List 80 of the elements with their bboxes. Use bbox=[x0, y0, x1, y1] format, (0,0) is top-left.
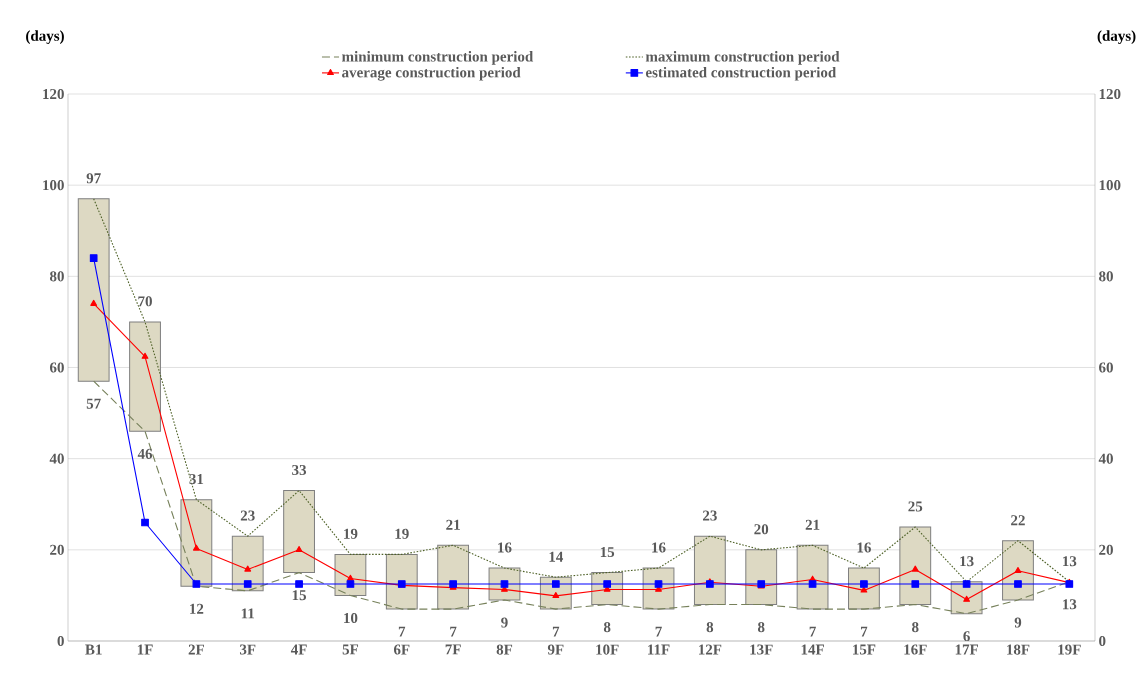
data-label: 13 bbox=[1063, 556, 1077, 567]
data-label: 20 bbox=[754, 524, 769, 535]
x-tick-label: 13F bbox=[750, 644, 773, 655]
y-tick-label: 100 bbox=[43, 180, 64, 191]
y2-tick-label: 120 bbox=[1099, 88, 1121, 100]
data-label: 16 bbox=[498, 542, 512, 553]
data-label: 13 bbox=[1063, 599, 1077, 610]
data-label: 8 bbox=[912, 622, 919, 633]
y-tick-label: 60 bbox=[49, 362, 64, 373]
x-tick-label: 8F bbox=[496, 644, 513, 655]
x-tick-label: 2F bbox=[188, 644, 204, 655]
data-label: 9 bbox=[1014, 617, 1022, 628]
y2-axis-title: (days) bbox=[1097, 30, 1136, 44]
data-label: 7 bbox=[398, 626, 406, 637]
x-tick-label: 7F bbox=[445, 644, 461, 655]
data-label: 15 bbox=[600, 547, 615, 558]
legend-label: minimum construction period bbox=[341, 51, 534, 65]
data-label: 16 bbox=[652, 542, 666, 553]
data-label: 16 bbox=[857, 542, 871, 553]
data-label: 22 bbox=[1011, 515, 1025, 526]
y2-tick-label: 80 bbox=[1099, 271, 1113, 282]
x-tick-label: 5F bbox=[342, 644, 359, 655]
y2-tick-label: 60 bbox=[1099, 362, 1113, 373]
data-label: 11 bbox=[241, 608, 255, 619]
x-tick-label: 3F bbox=[239, 644, 256, 655]
y2-tick-label: 100 bbox=[1099, 180, 1121, 191]
data-label: 7 bbox=[861, 626, 868, 637]
data-label: 7 bbox=[552, 626, 560, 637]
x-tick-label: 6F bbox=[393, 644, 410, 655]
data-label: 46 bbox=[137, 448, 153, 459]
x-tick-label: 19F bbox=[1058, 644, 1081, 655]
data-label: 21 bbox=[805, 519, 820, 530]
y2-tick-label: 20 bbox=[1099, 544, 1113, 555]
data-label: 9 bbox=[501, 617, 508, 628]
x-tick-label: 14F bbox=[801, 644, 824, 655]
y-tick-label: 20 bbox=[50, 544, 64, 555]
data-label: 31 bbox=[189, 474, 204, 485]
x-tick-label: B1 bbox=[85, 644, 102, 655]
data-label: 23 bbox=[703, 510, 717, 521]
data-label: 25 bbox=[908, 501, 923, 512]
data-label: 12 bbox=[190, 603, 204, 614]
y2-tick-label: 0 bbox=[1099, 635, 1106, 647]
y-axis-title: (days) bbox=[26, 30, 64, 44]
data-label: 10 bbox=[344, 612, 358, 624]
data-label: 14 bbox=[549, 551, 564, 562]
data-label: 8 bbox=[706, 622, 714, 633]
data-label: 7 bbox=[450, 626, 457, 637]
x-tick-label: 11F bbox=[648, 644, 670, 655]
x-tick-label: 12F bbox=[699, 644, 722, 655]
y2-tick-label: 40 bbox=[1098, 453, 1113, 464]
legend-label: maximum construction period bbox=[645, 51, 840, 65]
y-tick-label: 120 bbox=[43, 88, 64, 100]
data-label: 8 bbox=[603, 622, 611, 633]
legend-label: estimated construction period bbox=[645, 66, 837, 81]
data-label: 7 bbox=[655, 626, 662, 637]
data-label: 23 bbox=[240, 510, 255, 521]
x-tick-label: 15F bbox=[853, 644, 876, 655]
x-tick-label: 1F bbox=[137, 644, 153, 655]
y-tick-label: 80 bbox=[49, 271, 64, 282]
y-tick-label: 40 bbox=[49, 453, 64, 464]
y-tick-label: 0 bbox=[57, 635, 64, 647]
data-label: 19 bbox=[344, 528, 358, 539]
x-tick-label: 10F bbox=[596, 644, 619, 655]
data-label: 57 bbox=[86, 398, 101, 409]
x-tick-label: 16F bbox=[904, 644, 927, 655]
data-label: 15 bbox=[292, 590, 307, 601]
data-label: 70 bbox=[138, 296, 152, 307]
data-label: 19 bbox=[395, 528, 409, 539]
x-tick-label: 17F bbox=[955, 644, 978, 655]
data-label: 8 bbox=[757, 622, 765, 633]
data-label: 7 bbox=[809, 626, 816, 637]
x-tick-label: 18F bbox=[1007, 644, 1030, 655]
data-label: 6 bbox=[963, 631, 970, 642]
x-tick-label: 4F bbox=[290, 644, 307, 655]
data-label: 97 bbox=[86, 173, 101, 184]
data-label: 13 bbox=[960, 556, 974, 567]
data-label: 21 bbox=[446, 519, 460, 530]
x-tick-label: 9F bbox=[547, 644, 564, 655]
data-label: 33 bbox=[292, 464, 307, 476]
legend-label: average construction period bbox=[342, 66, 521, 81]
